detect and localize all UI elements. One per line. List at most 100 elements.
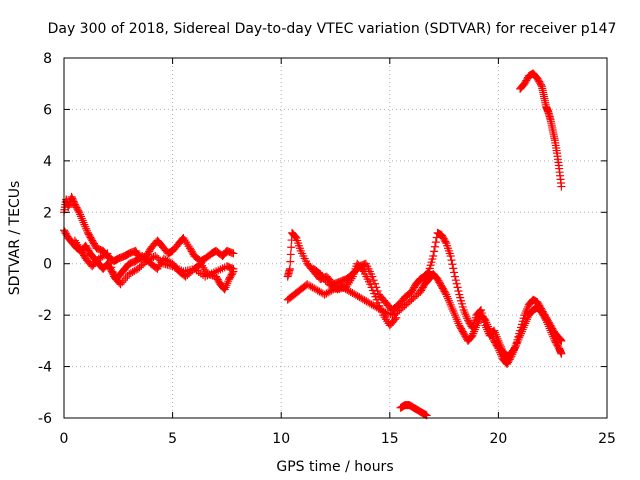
data-point <box>287 243 296 252</box>
data-point <box>379 311 388 320</box>
data-point <box>285 264 294 273</box>
data-point <box>73 240 82 249</box>
data-point <box>441 289 450 298</box>
data-point <box>448 260 457 269</box>
data-point <box>547 328 556 337</box>
data-point <box>542 316 551 325</box>
data-point <box>351 291 360 300</box>
data-point <box>523 304 532 313</box>
data-point <box>463 314 472 323</box>
data-point <box>548 330 557 339</box>
series-trace-G <box>396 401 431 420</box>
data-point <box>305 281 314 290</box>
data-point <box>126 268 135 277</box>
data-points <box>60 69 566 420</box>
data-point <box>460 308 469 317</box>
data-point <box>344 286 353 295</box>
data-point <box>471 323 480 332</box>
data-point <box>347 274 356 283</box>
data-point <box>79 218 88 227</box>
data-point <box>72 238 81 247</box>
data-point <box>291 232 300 241</box>
data-point <box>444 296 453 305</box>
data-point <box>510 344 519 353</box>
data-point <box>452 279 461 288</box>
data-point <box>557 349 566 358</box>
data-point <box>453 283 462 292</box>
data-point <box>325 287 334 296</box>
x-tick-label: 20 <box>489 431 507 447</box>
data-point <box>469 329 478 338</box>
data-point <box>523 315 532 324</box>
data-point <box>459 306 468 314</box>
data-point <box>450 309 459 318</box>
data-point <box>81 222 90 231</box>
data-point <box>180 236 189 245</box>
data-point <box>496 348 505 357</box>
data-point <box>76 210 85 219</box>
series-trace-C <box>70 236 238 289</box>
data-point <box>522 317 531 326</box>
data-point <box>78 216 87 225</box>
data-point <box>229 264 238 273</box>
data-point <box>355 293 364 302</box>
data-point <box>344 278 353 287</box>
data-point <box>118 278 127 287</box>
x-tick-label: 5 <box>168 431 177 447</box>
data-point <box>353 292 362 301</box>
data-point <box>545 324 554 333</box>
data-point <box>350 290 359 299</box>
data-point <box>107 263 116 272</box>
data-point <box>454 286 463 295</box>
data-point <box>182 238 191 247</box>
data-point <box>310 284 319 293</box>
y-axis-label: SDTVAR / TECUs <box>7 181 23 296</box>
data-point <box>315 287 324 296</box>
data-point <box>358 265 367 274</box>
data-point <box>80 220 89 229</box>
data-point <box>453 317 462 326</box>
data-point <box>324 280 333 289</box>
data-point <box>489 334 498 343</box>
data-point <box>313 286 322 295</box>
data-point <box>512 339 521 348</box>
data-point <box>119 276 128 285</box>
data-point <box>221 283 230 292</box>
data-point <box>319 274 328 283</box>
data-point <box>516 331 525 340</box>
data-point <box>462 312 471 321</box>
data-point <box>98 252 107 261</box>
data-point <box>200 265 209 274</box>
data-point <box>343 280 352 289</box>
data-point <box>443 292 452 301</box>
data-point <box>549 332 558 341</box>
data-point <box>446 300 455 309</box>
data-point <box>481 316 490 325</box>
data-point <box>550 334 559 343</box>
data-point <box>430 242 439 251</box>
data-point <box>154 262 163 271</box>
data-point <box>513 337 522 346</box>
data-point <box>506 353 515 362</box>
data-point <box>511 342 520 350</box>
series-trace-H <box>516 69 566 191</box>
series-trace-F <box>309 259 401 330</box>
data-point <box>520 321 529 330</box>
data-point <box>493 343 502 352</box>
data-point <box>286 250 295 259</box>
data-point <box>365 299 374 308</box>
data-point <box>510 346 519 355</box>
data-point <box>515 333 524 342</box>
data-point <box>442 290 451 299</box>
data-point <box>199 263 208 272</box>
data-point <box>479 314 488 323</box>
data-point <box>541 314 550 323</box>
data-point <box>64 203 73 212</box>
data-point <box>70 236 79 245</box>
data-point <box>494 344 503 353</box>
data-point <box>447 256 456 265</box>
data-point <box>348 289 357 298</box>
data-point <box>483 320 492 329</box>
data-point <box>546 326 555 335</box>
